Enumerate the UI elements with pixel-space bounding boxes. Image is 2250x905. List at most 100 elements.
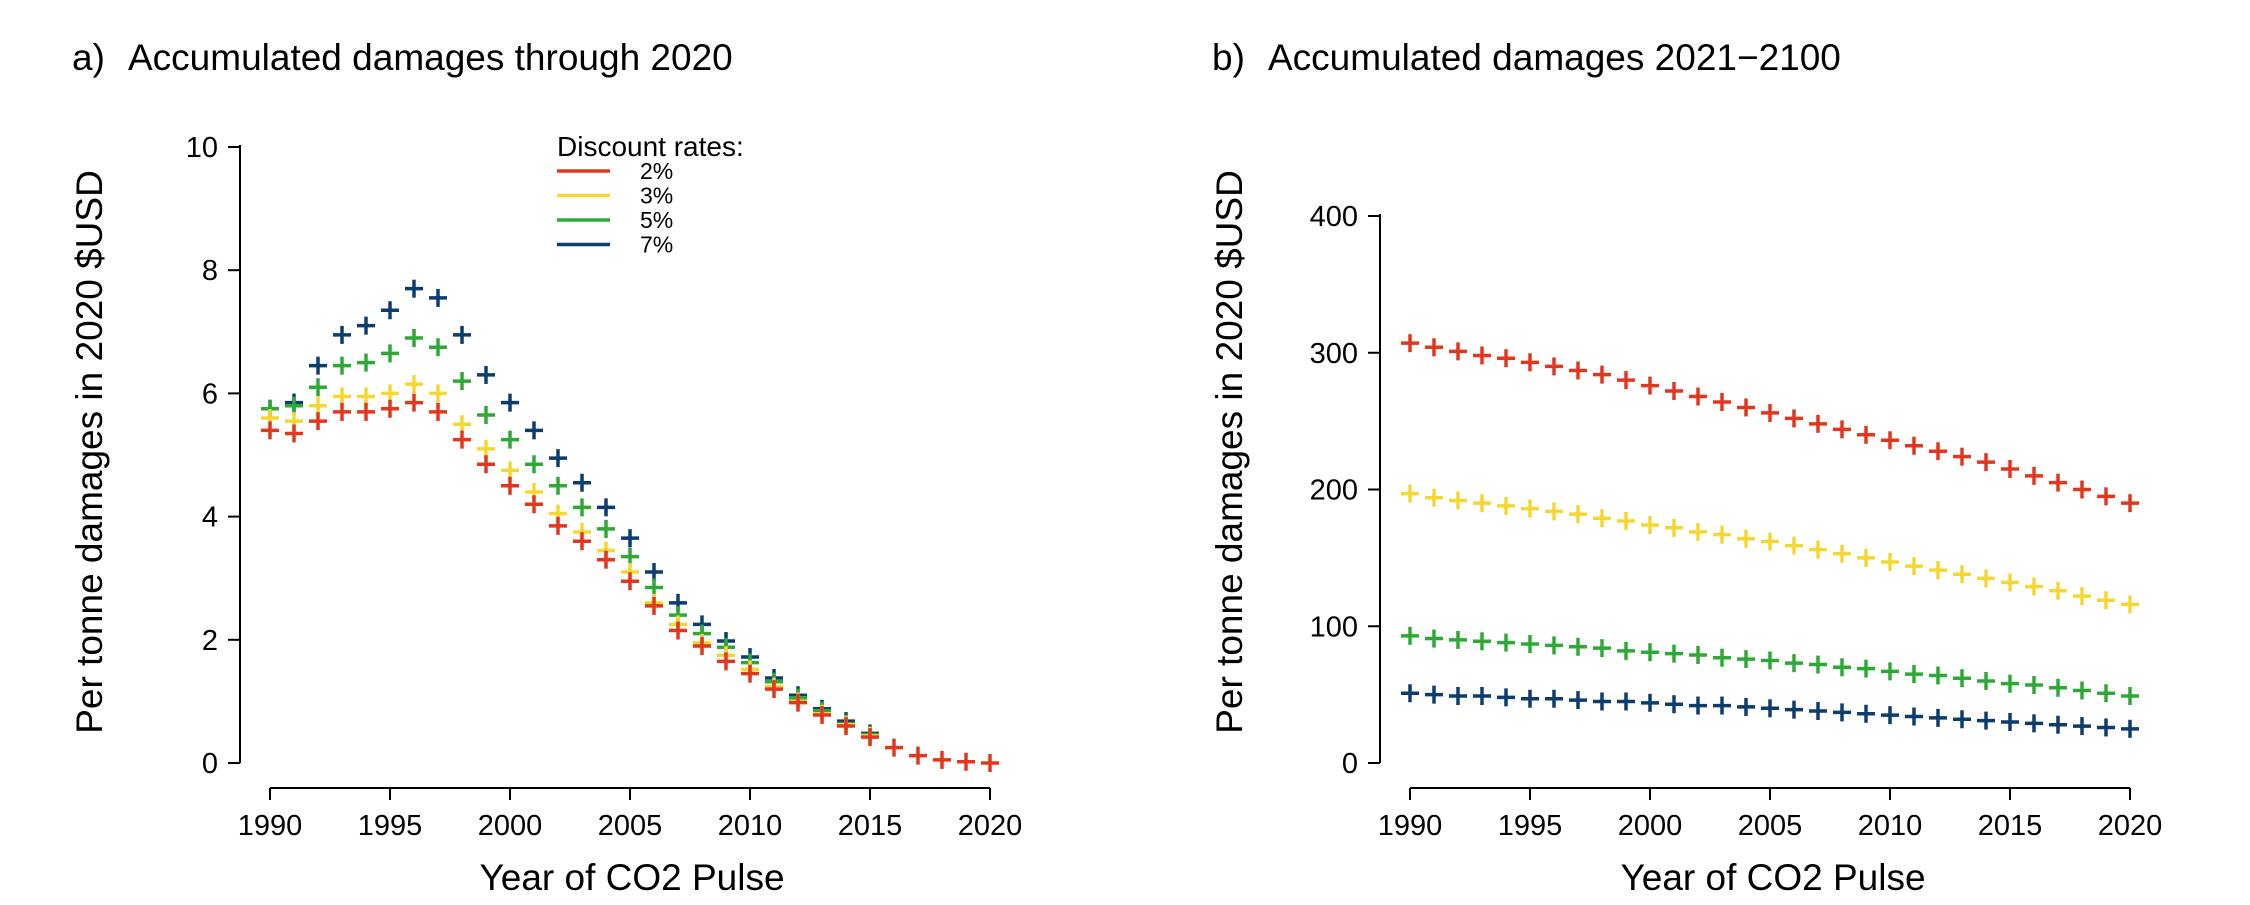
panel-b-point-3pct xyxy=(1857,548,1875,567)
panel-b: b) Accumulated damages 2021−2100 Per ton… xyxy=(1209,37,2162,898)
panel-a-point-3pct xyxy=(501,461,519,480)
panel-a-point-2pct xyxy=(885,738,903,757)
panel-b-point-2pct xyxy=(1785,409,1803,428)
panel-a-point-2pct xyxy=(909,746,927,765)
panel-a-point-2pct xyxy=(573,532,591,551)
panel-b-point-3pct xyxy=(1953,565,1971,584)
panel-a-marks xyxy=(261,279,999,772)
panel-b-x-tick-label: 2000 xyxy=(1618,810,1683,842)
panel-b-point-7pct xyxy=(1473,686,1491,705)
panel-b-point-7pct xyxy=(1497,688,1515,707)
panel-b-point-5pct xyxy=(1689,645,1707,664)
panel-a-point-2pct xyxy=(837,717,855,736)
panel-a-point-5pct xyxy=(525,455,543,474)
panel-b-marks xyxy=(1401,334,2139,738)
panel-b-point-7pct xyxy=(2097,718,2115,737)
panel-b-point-2pct xyxy=(1761,403,1779,422)
panel-b-x-tick-label: 2005 xyxy=(1738,810,1803,842)
panel-b-point-5pct xyxy=(2001,674,2019,693)
panel-b-point-7pct xyxy=(1449,686,1467,705)
panel-b-point-5pct xyxy=(1833,658,1851,677)
panel-b-y-axis-title: Per tonne damages in 2020 $USD xyxy=(1209,170,1250,734)
panel-b-point-7pct xyxy=(1425,685,1443,704)
panel-a-point-2pct xyxy=(645,596,663,615)
panel-a-point-3pct xyxy=(429,384,447,403)
panel-a-x-tick-label: 2000 xyxy=(478,810,543,842)
panel-a-x-tick-label: 2005 xyxy=(598,810,663,842)
panel-a-point-7pct xyxy=(357,316,375,335)
panel-b-point-2pct xyxy=(1449,342,1467,361)
panel-b-point-7pct xyxy=(1545,689,1563,708)
panel-b-point-7pct xyxy=(2049,715,2067,734)
panel-b-point-5pct xyxy=(1545,636,1563,655)
panel-b-point-2pct xyxy=(2001,459,2019,478)
panel-b-point-7pct xyxy=(1521,689,1539,708)
panel-a-letter: a) xyxy=(72,37,105,78)
panel-a-point-5pct xyxy=(477,405,495,424)
panel-a-point-7pct xyxy=(501,393,519,412)
panel-a-point-5pct xyxy=(381,344,399,363)
panel-b-point-5pct xyxy=(1857,659,1875,678)
panel-b-point-7pct xyxy=(1617,692,1635,711)
panel-b-point-5pct xyxy=(2025,676,2043,695)
panel-b-point-2pct xyxy=(1809,414,1827,433)
panel-b-point-3pct xyxy=(1641,516,1659,535)
panel-a-y-tick-label: 10 xyxy=(186,132,218,164)
panel-b-point-2pct xyxy=(1737,398,1755,417)
panel-b-point-3pct xyxy=(1593,509,1611,528)
panel-b-point-5pct xyxy=(1809,655,1827,674)
panel-a-point-2pct xyxy=(525,495,543,514)
panel-b-point-3pct xyxy=(1617,511,1635,530)
panel-b-point-2pct xyxy=(1689,387,1707,406)
panel-a-point-7pct xyxy=(429,288,447,307)
panel-a-point-5pct xyxy=(333,356,351,375)
panel-a-point-2pct xyxy=(405,393,423,412)
panel-b-point-2pct xyxy=(2121,494,2139,513)
panel-a-point-5pct xyxy=(357,353,375,372)
panel-a-point-5pct xyxy=(285,396,303,415)
panel-a-point-7pct xyxy=(381,301,399,320)
panel-a-point-2pct xyxy=(741,664,759,683)
panel-a-point-7pct xyxy=(477,365,495,384)
panel-a-point-2pct xyxy=(501,476,519,495)
panel-b-x-tick-label: 1990 xyxy=(1378,810,1443,842)
panel-a-point-7pct xyxy=(405,279,423,298)
panel-a-point-7pct xyxy=(621,529,639,548)
panel-b-point-5pct xyxy=(1785,654,1803,673)
panel-a-point-2pct xyxy=(429,402,447,421)
panel-b-point-7pct xyxy=(1737,697,1755,716)
panel-a-point-2pct xyxy=(453,430,471,449)
panel-a-point-5pct xyxy=(621,547,639,566)
panel-b-point-5pct xyxy=(1905,665,1923,684)
panel-b-point-2pct xyxy=(1665,382,1683,401)
panel-b-point-5pct xyxy=(1761,651,1779,670)
panel-b-point-5pct xyxy=(1401,626,1419,645)
panel-b-point-7pct xyxy=(1905,707,1923,726)
panel-a-point-5pct xyxy=(501,430,519,449)
panel-a-y-tick-label: 0 xyxy=(202,748,218,780)
panel-a-point-2pct xyxy=(693,636,711,655)
panel-b-point-7pct xyxy=(1665,695,1683,714)
panel-b-point-3pct xyxy=(1737,529,1755,548)
panel-a-point-5pct xyxy=(549,476,567,495)
panel-b-point-7pct xyxy=(1857,704,1875,723)
panel-b-point-2pct xyxy=(1713,392,1731,411)
panel-a-point-3pct xyxy=(309,396,327,415)
panel-b-point-3pct xyxy=(2097,591,2115,610)
panel-b-point-3pct xyxy=(1881,552,1899,571)
panel-a-title: Accumulated damages through 2020 xyxy=(128,37,733,78)
panel-b-y-tick-label: 400 xyxy=(1310,201,1358,233)
panel-b-point-3pct xyxy=(2049,581,2067,600)
panel-a: a) Accumulated damages through 2020 Per … xyxy=(69,37,1022,898)
panel-b-point-2pct xyxy=(1593,365,1611,384)
legend-label: 7% xyxy=(640,232,673,258)
panel-b-point-2pct xyxy=(1905,436,1923,455)
panel-a-point-5pct xyxy=(597,519,615,538)
panel-b-point-7pct xyxy=(2001,712,2019,731)
panel-b-point-2pct xyxy=(2049,473,2067,492)
panel-b-ticks: 0 100 200 300 400 1990 1995 2000 2005 2010 2015 202… xyxy=(1310,201,2163,842)
panel-b-point-7pct xyxy=(1401,684,1419,703)
panel-a-point-2pct xyxy=(717,652,735,671)
panel-b-point-3pct xyxy=(1809,540,1827,559)
